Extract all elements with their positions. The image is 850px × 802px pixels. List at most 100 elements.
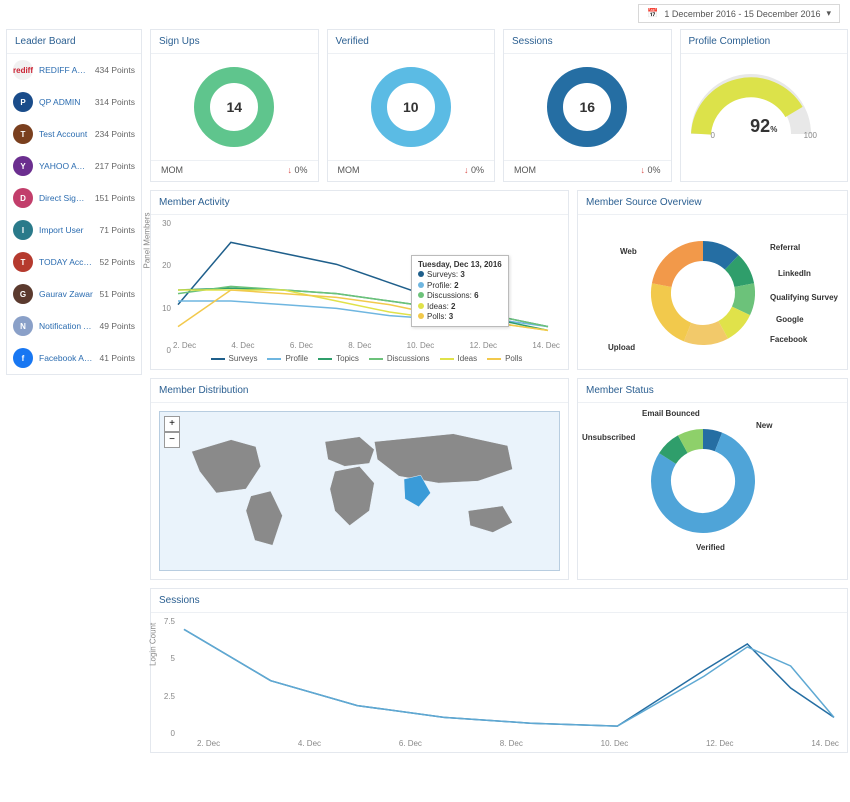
sessions-chart-card: Sessions Login Count 7.552.50 2. Dec4. D… (150, 588, 848, 753)
zoom-in-button[interactable]: + (164, 416, 180, 432)
xtick: 10. Dec (601, 739, 629, 748)
donut-label: LinkedIn (778, 269, 811, 278)
legend-label: Ideas (458, 354, 478, 363)
signups-mom-pct: 0% (294, 165, 307, 175)
donut-label: Unsubscribed (582, 433, 635, 442)
ytick: 2.5 (161, 692, 175, 701)
legend-item[interactable]: Profile (267, 354, 308, 363)
world-map[interactable]: + − (159, 411, 560, 571)
gauge-max: 100 (804, 131, 817, 140)
leaderboard-name: QP ADMIN (39, 97, 89, 107)
leaderboard-title: Leader Board (7, 30, 141, 54)
leaderboard-row[interactable]: rediffREDIFF Account434 Points (7, 54, 141, 86)
donut-label: Qualifying Survey (770, 293, 838, 302)
completion-value: 92 (750, 116, 770, 136)
verified-mom-label: MOM (338, 165, 360, 175)
sessions-mom-label: MOM (514, 165, 536, 175)
status-title: Member Status (578, 379, 847, 403)
distribution-title: Member Distribution (151, 379, 568, 403)
leaderboard-points: 151 Points (95, 193, 135, 203)
xtick: 2. Dec (173, 341, 196, 350)
xtick: 12. Dec (469, 341, 497, 350)
xtick: 8. Dec (348, 341, 371, 350)
ytick: 5 (161, 654, 175, 663)
leaderboard-row[interactable]: TTest Account234 Points (7, 118, 141, 150)
xtick: 8. Dec (500, 739, 523, 748)
leaderboard-row[interactable]: GGaurav Zawar51 Points (7, 278, 141, 310)
leaderboard-row[interactable]: YYAHOO Account217 Points (7, 150, 141, 182)
sessions-value: 16 (579, 99, 595, 115)
sessions-ylabel: Login Count (149, 622, 158, 665)
activity-title: Member Activity (151, 191, 568, 215)
legend-label: Surveys (229, 354, 258, 363)
legend-item[interactable]: Topics (318, 354, 359, 363)
legend-swatch (440, 358, 454, 360)
leaderboard-row[interactable]: fFacebook Account41 Points (7, 342, 141, 374)
leaderboard-points: 51 Points (100, 289, 135, 299)
legend-swatch (267, 358, 281, 360)
completion-title: Profile Completion (681, 30, 848, 54)
down-arrow-icon: ↓ (464, 165, 469, 175)
leaderboard-row[interactable]: PQP ADMIN314 Points (7, 86, 141, 118)
date-range-picker[interactable]: 📅 1 December 2016 - 15 December 2016 ▾ (638, 4, 840, 23)
sessions-mom-pct: 0% (647, 165, 660, 175)
legend-item[interactable]: Ideas (440, 354, 478, 363)
legend-item[interactable]: Surveys (211, 354, 258, 363)
signups-title: Sign Ups (151, 30, 318, 54)
chevron-down-icon: ▾ (826, 8, 831, 19)
leaderboard-points: 434 Points (95, 65, 135, 75)
ytick: 20 (157, 261, 171, 270)
legend-label: Profile (285, 354, 308, 363)
source-title: Member Source Overview (578, 191, 847, 215)
down-arrow-icon: ↓ (640, 165, 645, 175)
avatar: I (13, 220, 33, 240)
signups-value: 14 (226, 99, 242, 115)
activity-ylabel: Panel Members (143, 212, 152, 268)
donut-label: Facebook (770, 335, 807, 344)
ytick: 7.5 (161, 617, 175, 626)
verified-mom-pct: 0% (471, 165, 484, 175)
xtick: 10. Dec (407, 341, 435, 350)
distribution-card: Member Distribution + − (150, 378, 569, 580)
leaderboard-name: Test Account (39, 129, 89, 139)
date-range-text: 1 December 2016 - 15 December 2016 (664, 9, 820, 19)
legend-swatch (487, 358, 501, 360)
legend-item[interactable]: Discussions (369, 354, 430, 363)
legend-label: Topics (336, 354, 359, 363)
status-card: Member Status NewVerifiedUnsubscribedEma… (577, 378, 848, 580)
legend-swatch (211, 358, 225, 360)
leaderboard-name: REDIFF Account (39, 65, 89, 75)
verified-title: Verified (328, 30, 495, 54)
avatar: f (13, 348, 33, 368)
donut-label: Web (620, 247, 637, 256)
verified-card: Verified 10 MOM ↓ 0% (327, 29, 496, 182)
leaderboard-row[interactable]: TTODAY Account52 Points (7, 246, 141, 278)
xtick: 2. Dec (197, 739, 220, 748)
leaderboard-name: Gaurav Zawar (39, 289, 94, 299)
activity-tooltip: Tuesday, Dec 13, 2016Surveys: 3Profile: … (411, 255, 509, 327)
leaderboard-row[interactable]: DDirect SignUp151 Points (7, 182, 141, 214)
zoom-out-button[interactable]: − (164, 432, 180, 448)
down-arrow-icon: ↓ (287, 165, 292, 175)
ytick: 30 (157, 219, 171, 228)
donut-label: Google (776, 315, 804, 324)
xtick: 14. Dec (811, 739, 839, 748)
sessions-card: Sessions 16 MOM↓ 0% (503, 29, 672, 182)
donut-label: Email Bounced (642, 409, 700, 418)
leaderboard-row[interactable]: NNotification Account49 Points (7, 310, 141, 342)
xtick: 6. Dec (399, 739, 422, 748)
leaderboard-row[interactable]: IImport User71 Points (7, 214, 141, 246)
avatar: T (13, 124, 33, 144)
leaderboard-name: Facebook Account (39, 353, 94, 363)
verified-value: 10 (403, 99, 419, 115)
avatar: D (13, 188, 33, 208)
legend-swatch (369, 358, 383, 360)
xtick: 4. Dec (231, 341, 254, 350)
legend-item[interactable]: Polls (487, 354, 522, 363)
completion-pct-sign: % (770, 125, 777, 134)
xtick: 6. Dec (290, 341, 313, 350)
ytick: 0 (157, 346, 171, 355)
leaderboard-points: 71 Points (100, 225, 135, 235)
donut-label: Verified (696, 543, 725, 552)
donut-label: Referral (770, 243, 800, 252)
